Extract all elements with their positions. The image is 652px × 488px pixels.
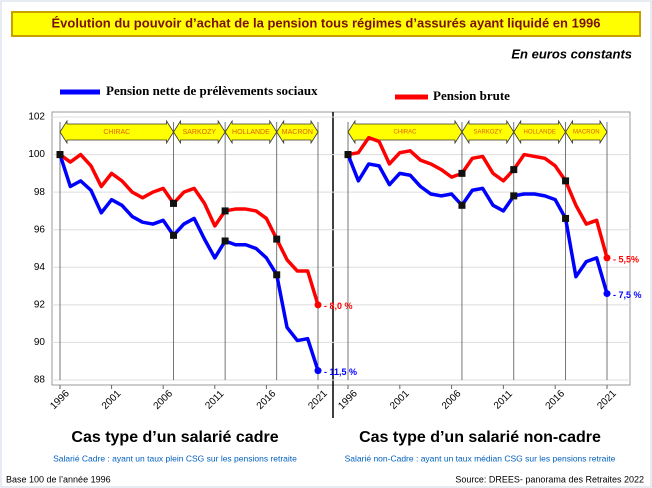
y-tick-label: 96: [34, 224, 46, 235]
end-point: [314, 301, 322, 309]
annotation: - 7,5 %: [613, 290, 642, 300]
point-marker: [344, 151, 352, 159]
point-marker: [510, 192, 518, 200]
period-arrow: [276, 119, 319, 145]
y-tick-label: 98: [34, 187, 46, 198]
end-point: [314, 367, 322, 375]
legend-label: Pension nette de prélèvements sociaux: [106, 83, 318, 98]
panel-title: Cas type d’un salarié cadre: [71, 429, 278, 446]
y-tick-label: 100: [28, 149, 45, 160]
point-marker: [221, 237, 229, 245]
panel-note: Salarié Cadre : ayant un taux plein CSG …: [53, 453, 297, 463]
legend-label: Pension brute: [433, 88, 510, 103]
point-marker: [273, 271, 281, 279]
y-tick-label: 94: [34, 262, 46, 273]
y-tick-label: 92: [34, 299, 46, 310]
period-label: SARKOZY: [183, 129, 217, 136]
point-marker: [170, 199, 178, 207]
subtitle: En euros constants: [511, 46, 632, 61]
period-label: CHIRAC: [103, 129, 130, 136]
period-label: MACRON: [282, 129, 313, 136]
period-label: HOLLANDE: [232, 129, 270, 136]
y-tick-label: 90: [34, 337, 46, 348]
footer-left: Base 100 de l’année 1996: [6, 474, 111, 484]
end-point: [603, 254, 611, 262]
footer-right: Source: DREES- panorama des Retraites 20…: [455, 474, 644, 484]
annotation: - 5,5%: [613, 254, 639, 264]
y-tick-label: 88: [34, 375, 46, 386]
chart-title: Évolution du pouvoir d’achat de la pensi…: [51, 15, 600, 30]
point-marker: [562, 214, 570, 222]
period-label: HOLLANDE: [523, 130, 555, 136]
title-bar: [11, 11, 641, 37]
period-label: CHIRAC: [393, 130, 417, 136]
period-label: SARKOZY: [474, 130, 503, 136]
panel-title: Cas type d’un salarié non-cadre: [359, 429, 601, 446]
panel-note: Salarié non-Cadre : ayant un taux médian…: [345, 453, 616, 463]
point-marker: [562, 177, 570, 185]
period-arrow: [565, 119, 608, 145]
point-marker: [56, 151, 64, 159]
plot-area: [51, 111, 631, 386]
point-marker: [221, 207, 229, 215]
y-tick-label: 102: [28, 112, 45, 123]
period-label: MACRON: [573, 130, 600, 136]
point-marker: [510, 166, 518, 174]
point-marker: [458, 169, 466, 177]
end-point: [603, 290, 611, 298]
point-marker: [273, 235, 281, 243]
annotation: - 8,0 %: [324, 301, 353, 311]
annotation: - 11,5 %: [324, 367, 357, 377]
point-marker: [170, 231, 178, 239]
point-marker: [458, 201, 466, 209]
